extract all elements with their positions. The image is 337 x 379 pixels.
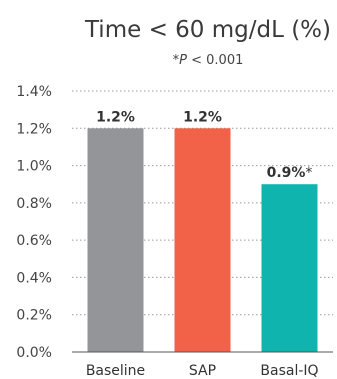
bar-value-label: 1.2% <box>183 109 222 125</box>
value-label-main: 0.9% <box>267 165 306 181</box>
bar <box>174 128 231 352</box>
bar-value-label: 1.2% <box>96 109 135 125</box>
subtitle-italic: P <box>179 53 187 68</box>
category-label: SAP <box>189 363 216 379</box>
chart-title: Time < 60 mg/dL (%) <box>84 17 331 43</box>
subtitle-prefix: * <box>173 53 180 68</box>
y-tick-label: 0.6% <box>16 233 52 249</box>
y-tick-label: 0.0% <box>16 345 52 361</box>
bars <box>87 128 318 352</box>
value-label-asterisk: * <box>305 165 312 181</box>
y-axis-ticks: 0.0% 0.2% 0.4% 0.6% 0.8% 1.0% 1.2% 1.4% <box>16 84 52 361</box>
y-tick-label: 0.8% <box>16 196 52 212</box>
category-labels: Baseline SAP Basal-IQ <box>86 363 319 379</box>
y-tick-label: 1.0% <box>16 159 52 175</box>
subtitle-suffix: < 0.001 <box>187 53 243 68</box>
chart-subtitle: *P < 0.001 <box>173 53 244 68</box>
y-tick-label: 1.4% <box>16 84 52 100</box>
bar <box>87 128 144 352</box>
y-tick-label: 0.4% <box>16 270 52 286</box>
bar-value-label: 0.9%* <box>267 165 313 181</box>
bar <box>261 184 318 352</box>
category-label: Baseline <box>86 363 145 379</box>
value-labels: 1.2% 1.2% 0.9%* <box>96 109 312 181</box>
y-tick-label: 0.2% <box>16 308 52 324</box>
y-tick-label: 1.2% <box>16 121 52 137</box>
category-label: Basal-IQ <box>260 363 318 379</box>
